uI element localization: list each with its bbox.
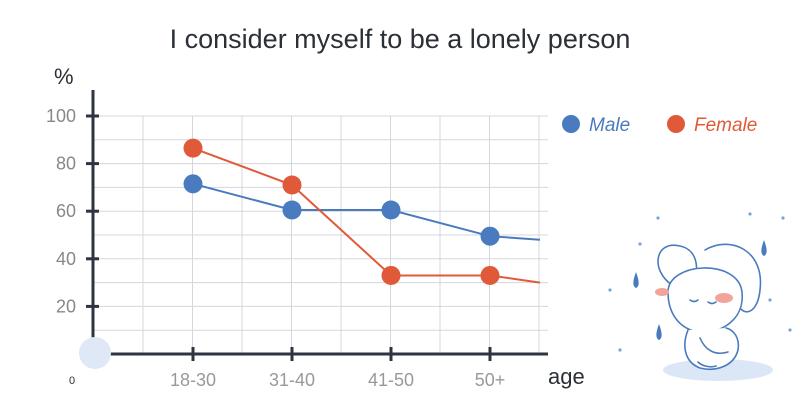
sad-bunny-illustration <box>608 212 792 381</box>
y-tick-label: 60 <box>56 201 76 221</box>
blush-left <box>655 288 669 296</box>
chart-title: I consider myself to be a lonely person <box>170 24 631 54</box>
y-tick-label: 40 <box>56 249 76 269</box>
blush-right <box>715 293 733 303</box>
data-point-female <box>480 265 500 285</box>
y-tick-label: 80 <box>56 154 76 174</box>
head <box>667 267 743 333</box>
data-point-female <box>381 265 401 285</box>
body <box>684 327 740 370</box>
legend-male-marker <box>562 115 580 133</box>
data-point-male <box>480 226 500 246</box>
series-layer <box>183 138 541 285</box>
x-tick-label: 41-50 <box>368 370 414 390</box>
drop-1 <box>633 272 639 288</box>
legend: Male Female <box>562 115 757 136</box>
origin-marker <box>79 337 111 369</box>
y-ticks: 20 40 60 80 100 <box>46 106 99 316</box>
sparkle <box>748 212 752 216</box>
x-axis-label: age <box>548 364 585 389</box>
eye-right <box>707 301 717 305</box>
grid <box>93 115 548 354</box>
sparkle <box>788 328 792 332</box>
series-line-female <box>192 147 541 284</box>
x-tick-label: 18-30 <box>170 370 216 390</box>
sparkle <box>618 348 622 352</box>
y-axis-label: % <box>54 64 74 89</box>
data-point-male <box>282 200 302 220</box>
legend-female-label: Female <box>694 115 757 136</box>
y-tick-label: 20 <box>56 296 76 316</box>
eye-left <box>689 299 699 303</box>
x-tick-label: 50+ <box>475 370 506 390</box>
series-female <box>183 138 541 285</box>
series-male <box>183 174 541 246</box>
arms <box>699 337 729 354</box>
feet <box>697 361 717 368</box>
x-tick-label: 31-40 <box>269 370 315 390</box>
data-point-male <box>381 200 401 220</box>
data-point-female <box>282 175 302 195</box>
drop-3 <box>656 324 662 340</box>
legend-female-marker <box>667 115 685 133</box>
data-point-male <box>183 174 203 194</box>
x-ticks: 18-30 31-40 41-50 50+ <box>170 347 505 390</box>
sparkle <box>608 288 612 292</box>
drop-2 <box>761 240 767 256</box>
y-tick-label: 100 <box>46 106 76 126</box>
sparkle <box>768 298 772 302</box>
sparkle <box>638 242 642 246</box>
sparkle <box>656 216 660 220</box>
shadow-puddle <box>663 359 773 381</box>
legend-male-label: Male <box>589 115 630 136</box>
data-point-female <box>183 138 203 158</box>
origin-label: 0 <box>69 375 75 387</box>
sparkle <box>781 216 785 220</box>
